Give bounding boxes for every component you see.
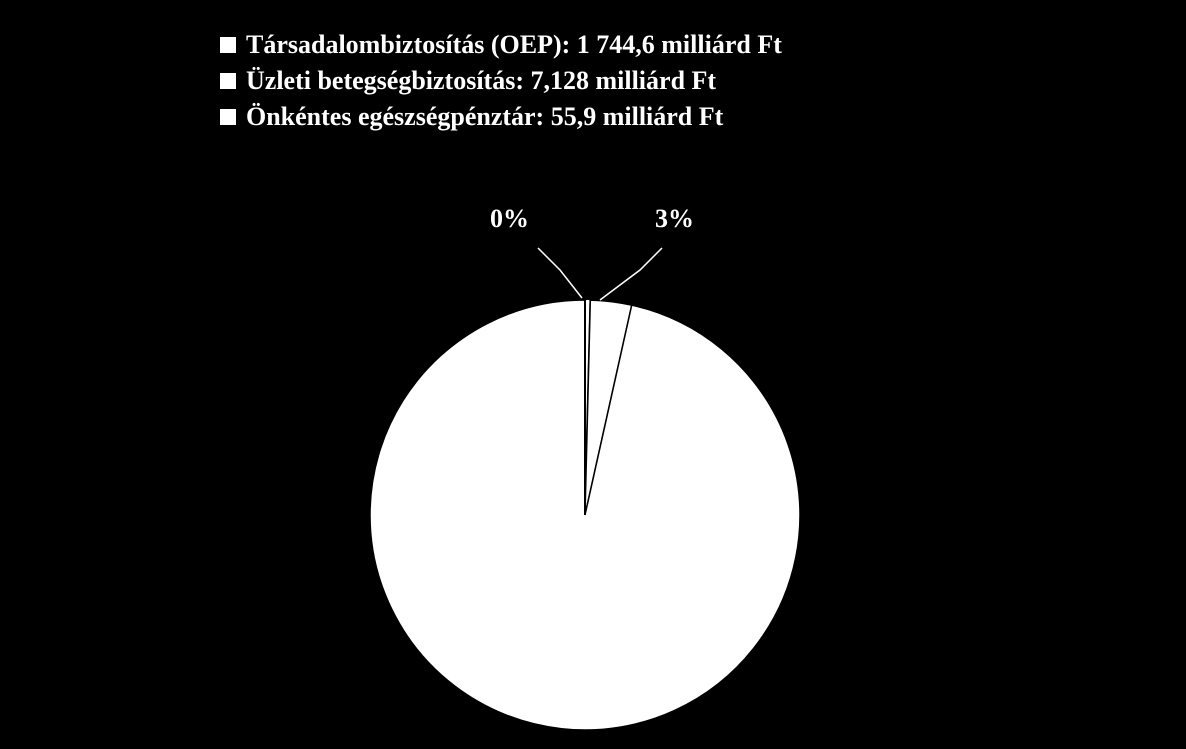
- legend-marker: [220, 109, 236, 125]
- chart-legend: Társadalombiztosítás (OEP): 1 744,6 mill…: [220, 30, 782, 138]
- pie-chart: 0% 3%: [360, 240, 810, 720]
- legend-item: Társadalombiztosítás (OEP): 1 744,6 mill…: [220, 30, 782, 60]
- legend-label: Önkéntes egészségpénztár: 55,9 milliárd …: [246, 102, 723, 132]
- legend-label: Üzleti betegségbiztosítás: 7,128 milliár…: [246, 66, 716, 96]
- pie-wrapper: [370, 300, 800, 730]
- leader-lines: [360, 230, 810, 330]
- legend-item: Önkéntes egészségpénztár: 55,9 milliárd …: [220, 102, 782, 132]
- legend-item: Üzleti betegségbiztosítás: 7,128 milliár…: [220, 66, 782, 96]
- legend-marker: [220, 73, 236, 89]
- legend-marker: [220, 37, 236, 53]
- pie-svg: [370, 300, 800, 730]
- legend-label: Társadalombiztosítás (OEP): 1 744,6 mill…: [246, 30, 782, 60]
